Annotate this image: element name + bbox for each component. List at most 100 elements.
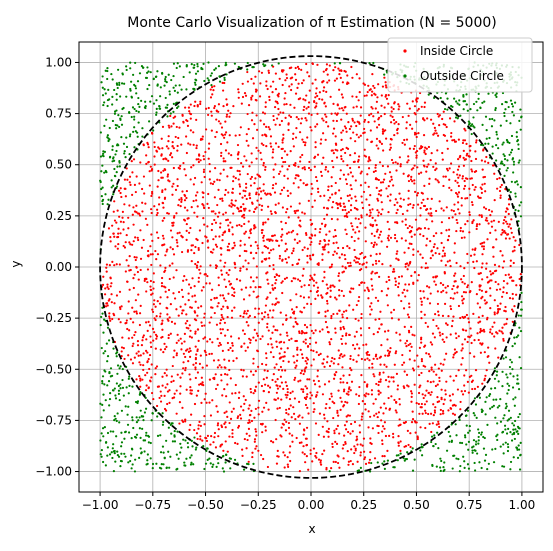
point-outside	[104, 426, 106, 428]
point-inside	[191, 295, 193, 297]
point-inside	[221, 273, 223, 275]
point-inside	[344, 401, 346, 403]
point-outside	[495, 107, 497, 109]
point-inside	[473, 339, 475, 341]
point-inside	[380, 406, 382, 408]
point-outside	[443, 461, 445, 463]
point-inside	[404, 283, 406, 285]
point-inside	[312, 350, 314, 352]
point-inside	[375, 354, 377, 356]
point-inside	[231, 432, 233, 434]
point-inside	[357, 354, 359, 356]
point-inside	[247, 173, 249, 175]
point-outside	[517, 139, 519, 141]
point-outside	[137, 136, 139, 138]
point-inside	[264, 221, 266, 223]
point-inside	[217, 411, 219, 413]
point-outside	[145, 408, 147, 410]
point-inside	[376, 178, 378, 180]
point-inside	[484, 176, 486, 178]
point-outside	[102, 394, 104, 396]
point-inside	[216, 179, 218, 181]
point-outside	[156, 70, 158, 72]
point-inside	[476, 293, 478, 295]
point-inside	[297, 278, 299, 280]
point-inside	[499, 250, 501, 252]
point-inside	[444, 303, 446, 305]
point-inside	[449, 305, 451, 307]
point-inside	[244, 92, 246, 94]
point-inside	[340, 119, 342, 121]
point-inside	[202, 135, 204, 137]
point-outside	[169, 456, 171, 458]
point-inside	[113, 264, 115, 266]
point-outside	[474, 469, 476, 471]
point-inside	[219, 322, 221, 324]
point-inside	[377, 118, 379, 120]
point-outside	[193, 436, 195, 438]
point-inside	[401, 220, 403, 222]
point-inside	[158, 397, 160, 399]
point-outside	[171, 422, 173, 424]
point-inside	[372, 427, 374, 429]
point-inside	[220, 155, 222, 157]
point-inside	[130, 358, 132, 360]
point-inside	[173, 147, 175, 149]
point-inside	[255, 408, 257, 410]
point-outside	[111, 179, 113, 181]
point-inside	[476, 332, 478, 334]
point-inside	[336, 313, 338, 315]
point-inside	[426, 166, 428, 168]
point-inside	[266, 377, 268, 379]
point-outside	[133, 146, 135, 148]
point-inside	[418, 386, 420, 388]
point-inside	[156, 315, 158, 317]
point-outside	[118, 82, 120, 84]
point-inside	[389, 171, 391, 173]
point-inside	[145, 218, 147, 220]
point-inside	[478, 273, 480, 275]
point-inside	[383, 179, 385, 181]
point-inside	[265, 298, 267, 300]
point-inside	[497, 311, 499, 313]
point-inside	[188, 110, 190, 112]
point-outside	[156, 108, 158, 110]
point-inside	[331, 263, 333, 265]
point-inside	[151, 169, 153, 171]
point-inside	[395, 280, 397, 282]
point-inside	[362, 344, 364, 346]
point-inside	[151, 309, 153, 311]
point-outside	[173, 63, 175, 65]
point-inside	[244, 195, 246, 197]
point-inside	[320, 171, 322, 173]
point-inside	[261, 134, 263, 136]
point-outside	[477, 443, 479, 445]
point-inside	[288, 256, 290, 258]
point-inside	[132, 321, 134, 323]
point-inside	[213, 436, 215, 438]
point-inside	[481, 192, 483, 194]
point-inside	[293, 361, 295, 363]
point-inside	[228, 360, 230, 362]
point-inside	[311, 394, 313, 396]
point-inside	[309, 343, 311, 345]
point-inside	[466, 314, 468, 316]
point-inside	[150, 341, 152, 343]
point-inside	[254, 428, 256, 430]
point-inside	[238, 97, 240, 99]
point-inside	[272, 66, 274, 68]
point-inside	[384, 355, 386, 357]
point-inside	[363, 451, 365, 453]
point-inside	[247, 316, 249, 318]
point-inside	[373, 87, 375, 89]
point-outside	[148, 84, 150, 86]
point-inside	[365, 392, 367, 394]
point-inside	[141, 339, 143, 341]
point-inside	[375, 260, 377, 262]
point-inside	[313, 380, 315, 382]
point-inside	[281, 381, 283, 383]
point-inside	[267, 247, 269, 249]
point-inside	[269, 309, 271, 311]
point-inside	[201, 203, 203, 205]
point-inside	[350, 171, 352, 173]
